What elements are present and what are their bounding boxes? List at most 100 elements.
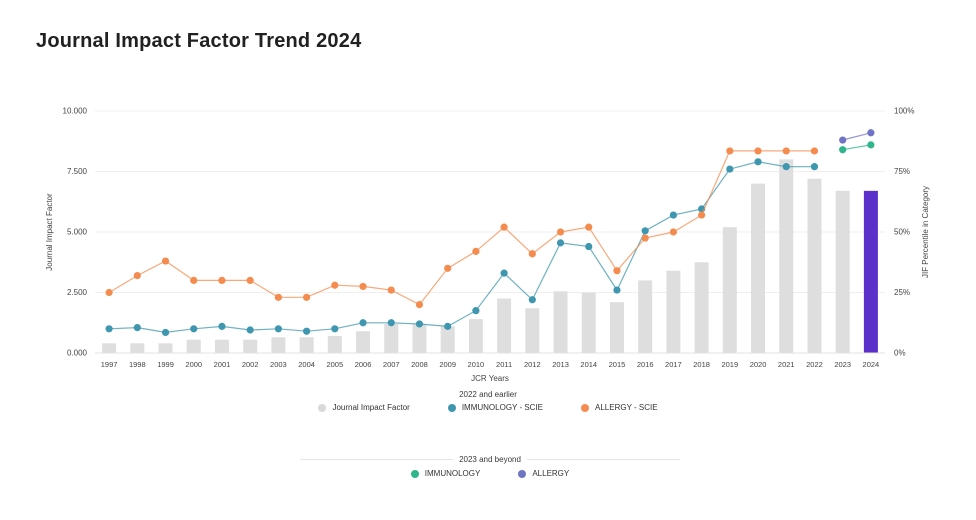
bar-2004 xyxy=(299,337,314,353)
y-axis-left-tick-label: 2.500 xyxy=(67,288,88,297)
x-tick-label: 2015 xyxy=(609,360,626,369)
point-ALLERGY - SCIE-2008 xyxy=(415,301,424,309)
bar-2020 xyxy=(751,183,766,353)
bar-2010 xyxy=(468,319,483,353)
point-IMMUNOLOGY - SCIE-2013 xyxy=(556,239,565,247)
legend-item-label: IMMUNOLOGY - SCIE xyxy=(461,403,544,412)
point-ALLERGY - SCIE-2004 xyxy=(303,293,311,301)
point-ALLERGY - SCIE-2006 xyxy=(359,282,367,291)
point-IMMUNOLOGY - SCIE-2004 xyxy=(303,327,311,335)
point-IMMUNOLOGY - SCIE-2016 xyxy=(641,227,649,235)
legend-item-journal-impact-factor: Journal Impact Factor xyxy=(318,403,410,412)
point-IMMUNOLOGY - SCIE-2012 xyxy=(528,296,536,304)
legend1-items: Journal Impact Factor IMMUNOLOGY - SCIE … xyxy=(0,403,976,412)
y-axis-left-tick-label: 5.000 xyxy=(67,228,88,237)
x-tick-label: 2008 xyxy=(411,360,428,369)
x-tick-label: 2017 xyxy=(665,360,682,369)
point-ALLERGY - SCIE-2016 xyxy=(641,234,649,242)
x-tick-label: 2000 xyxy=(185,360,202,369)
point-ALLERGY - SCIE-2003 xyxy=(274,293,282,301)
point-IMMUNOLOGY - SCIE-2022 xyxy=(810,163,819,171)
x-tick-label: 2002 xyxy=(242,360,259,369)
y-axis-left-tick-label: 0.000 xyxy=(67,349,88,358)
point-ALLERGY - SCIE-2022 xyxy=(810,147,819,155)
point-IMMUNOLOGY - SCIE-1998 xyxy=(133,323,141,332)
bar-2018 xyxy=(694,262,709,353)
bar-2016 xyxy=(638,280,653,353)
bar-1997 xyxy=(102,343,117,353)
bar-2003 xyxy=(271,337,286,353)
blue-dot-icon xyxy=(447,403,456,412)
point-IMMUNOLOGY - SCIE-2014 xyxy=(585,242,593,251)
x-tick-label: 2016 xyxy=(637,360,654,369)
point-ALLERGY - SCIE-2012 xyxy=(528,250,536,258)
bar-2005 xyxy=(327,336,342,353)
x-tick-label: 2021 xyxy=(778,360,795,369)
point-ALLERGY - SCIE-1998 xyxy=(133,271,141,280)
x-tick-label: 2003 xyxy=(270,360,287,369)
purple-dot-icon xyxy=(518,469,527,478)
bar-2021 xyxy=(779,159,794,353)
point-IMMUNOLOGY - SCIE-2008 xyxy=(415,320,424,328)
x-tick-label: 2018 xyxy=(693,360,710,369)
point-IMMUNOLOGY - SCIE-2002 xyxy=(246,326,254,334)
point-IMMUNOLOGY-2024 xyxy=(867,141,875,149)
chart-svg: 0.000 0% 2.500 25% 5.000 50% 7.500 75% 10.000 100… xyxy=(45,107,930,384)
green-dot-icon xyxy=(410,469,419,478)
point-IMMUNOLOGY - SCIE-2001 xyxy=(218,322,226,330)
point-ALLERGY - SCIE-2018 xyxy=(698,211,706,219)
legend2-items: IMMUNOLOGY ALLERGY xyxy=(300,469,680,478)
point-ALLERGY - SCIE-2005 xyxy=(331,281,339,289)
x-tick-label: 2019 xyxy=(721,360,738,369)
point-ALLERGY - SCIE-1997 xyxy=(105,288,113,297)
gray-dot-icon xyxy=(318,403,327,412)
point-IMMUNOLOGY - SCIE-2010 xyxy=(472,307,480,315)
point-IMMUNOLOGY-2023 xyxy=(839,146,847,154)
point-ALLERGY - SCIE-2011 xyxy=(500,223,508,231)
bar-2008 xyxy=(412,323,427,353)
point-IMMUNOLOGY - SCIE-2019 xyxy=(726,165,734,173)
point-ALLERGY-2024 xyxy=(867,129,875,137)
point-ALLERGY - SCIE-2014 xyxy=(585,223,593,231)
point-ALLERGY-2023 xyxy=(839,136,847,144)
point-ALLERGY - SCIE-2000 xyxy=(190,276,198,284)
bar-2022 xyxy=(807,178,822,353)
y-axis-left-title: Journal Impact Factor xyxy=(45,193,54,271)
point-IMMUNOLOGY - SCIE-2000 xyxy=(190,325,198,333)
y-axis-right-tick-label: 50% xyxy=(894,228,910,237)
x-tick-label: 2024 xyxy=(863,360,880,369)
point-IMMUNOLOGY - SCIE-1997 xyxy=(105,325,113,333)
legend-item-immunology-scie: IMMUNOLOGY - SCIE xyxy=(447,403,544,412)
page-title: Journal Impact Factor Trend 2024 xyxy=(36,30,362,52)
point-IMMUNOLOGY - SCIE-2003 xyxy=(274,325,282,333)
x-tick-label: 2023 xyxy=(834,360,851,369)
bar-1999 xyxy=(158,343,173,353)
legend-item-allergy: ALLERGY xyxy=(518,469,569,478)
bar-2007 xyxy=(384,323,399,353)
bar-2023 xyxy=(835,190,850,353)
y-axis-right-tick-label: 25% xyxy=(894,288,910,297)
orange-dot-icon xyxy=(581,403,590,412)
line-ALLERGY xyxy=(842,132,872,141)
y-axis-right-tick-label: 100% xyxy=(894,107,914,116)
legend2-header-divider: 2023 and beyond xyxy=(300,455,680,464)
point-IMMUNOLOGY - SCIE-1999 xyxy=(161,328,170,337)
bar-2015 xyxy=(609,302,624,353)
point-ALLERGY - SCIE-1999 xyxy=(161,257,170,265)
x-tick-label: 2004 xyxy=(298,360,315,369)
y-axis-right-title: JIF Percentile in Category xyxy=(921,186,930,278)
bar-2024 xyxy=(863,190,878,353)
x-tick-label: 2011 xyxy=(496,360,512,369)
legend-2022-and-earlier: 2022 and earlier Journal Impact Factor I… xyxy=(0,390,976,412)
x-tick-label: 2007 xyxy=(383,360,400,369)
bar-2019 xyxy=(722,227,737,353)
x-tick-label: 2020 xyxy=(750,360,767,369)
point-IMMUNOLOGY - SCIE-2017 xyxy=(669,211,677,219)
legend1-header: 2022 and earlier xyxy=(459,390,517,399)
y-axis-left-tick-label: 10.000 xyxy=(63,107,88,116)
x-tick-label: 2012 xyxy=(524,360,541,369)
point-IMMUNOLOGY - SCIE-2021 xyxy=(782,163,790,171)
point-ALLERGY - SCIE-2019 xyxy=(726,147,734,155)
x-tick-label: 1998 xyxy=(129,360,146,369)
